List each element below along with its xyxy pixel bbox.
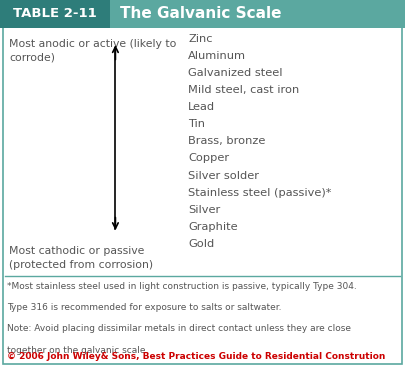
Text: Note: Avoid placing dissimilar metals in direct contact unless they are close: Note: Avoid placing dissimilar metals in… [7, 324, 351, 334]
Text: Silver: Silver [188, 205, 221, 215]
Text: *Most stainless steel used in light construction is passive, typically Type 304.: *Most stainless steel used in light cons… [7, 282, 357, 291]
Text: Lead: Lead [188, 102, 215, 112]
Text: Zinc: Zinc [188, 33, 213, 44]
Text: Gold: Gold [188, 239, 215, 249]
Text: Graphite: Graphite [188, 222, 238, 232]
Bar [0, 0, 110, 28]
Text: TABLE 2-11: TABLE 2-11 [13, 7, 97, 21]
Text: Copper: Copper [188, 153, 230, 163]
Text: Aluminum: Aluminum [188, 51, 246, 61]
Text: Most anodic or active (likely to
corrode): Most anodic or active (likely to corrode… [9, 39, 176, 62]
Text: Type 316 is recommended for exposure to salts or saltwater.: Type 316 is recommended for exposure to … [7, 303, 282, 312]
Text: Tin: Tin [188, 119, 205, 129]
Text: together on the galvanic scale.: together on the galvanic scale. [7, 346, 149, 355]
Text: Galvanized steel: Galvanized steel [188, 68, 283, 78]
Bar [0, 0, 405, 28]
Text: Most cathodic or passive
(protected from corrosion): Most cathodic or passive (protected from… [9, 246, 153, 270]
Text: © 2006 John Wiley& Sons, Best Practices Guide to Residential Constrution: © 2006 John Wiley& Sons, Best Practices … [7, 352, 386, 361]
Text: Silver solder: Silver solder [188, 171, 259, 181]
Text: Stainless steel (passive)*: Stainless steel (passive)* [188, 188, 332, 198]
Text: Brass, bronze: Brass, bronze [188, 136, 266, 146]
Text: Mild steel, cast iron: Mild steel, cast iron [188, 85, 300, 95]
Text: The Galvanic Scale: The Galvanic Scale [120, 7, 282, 21]
